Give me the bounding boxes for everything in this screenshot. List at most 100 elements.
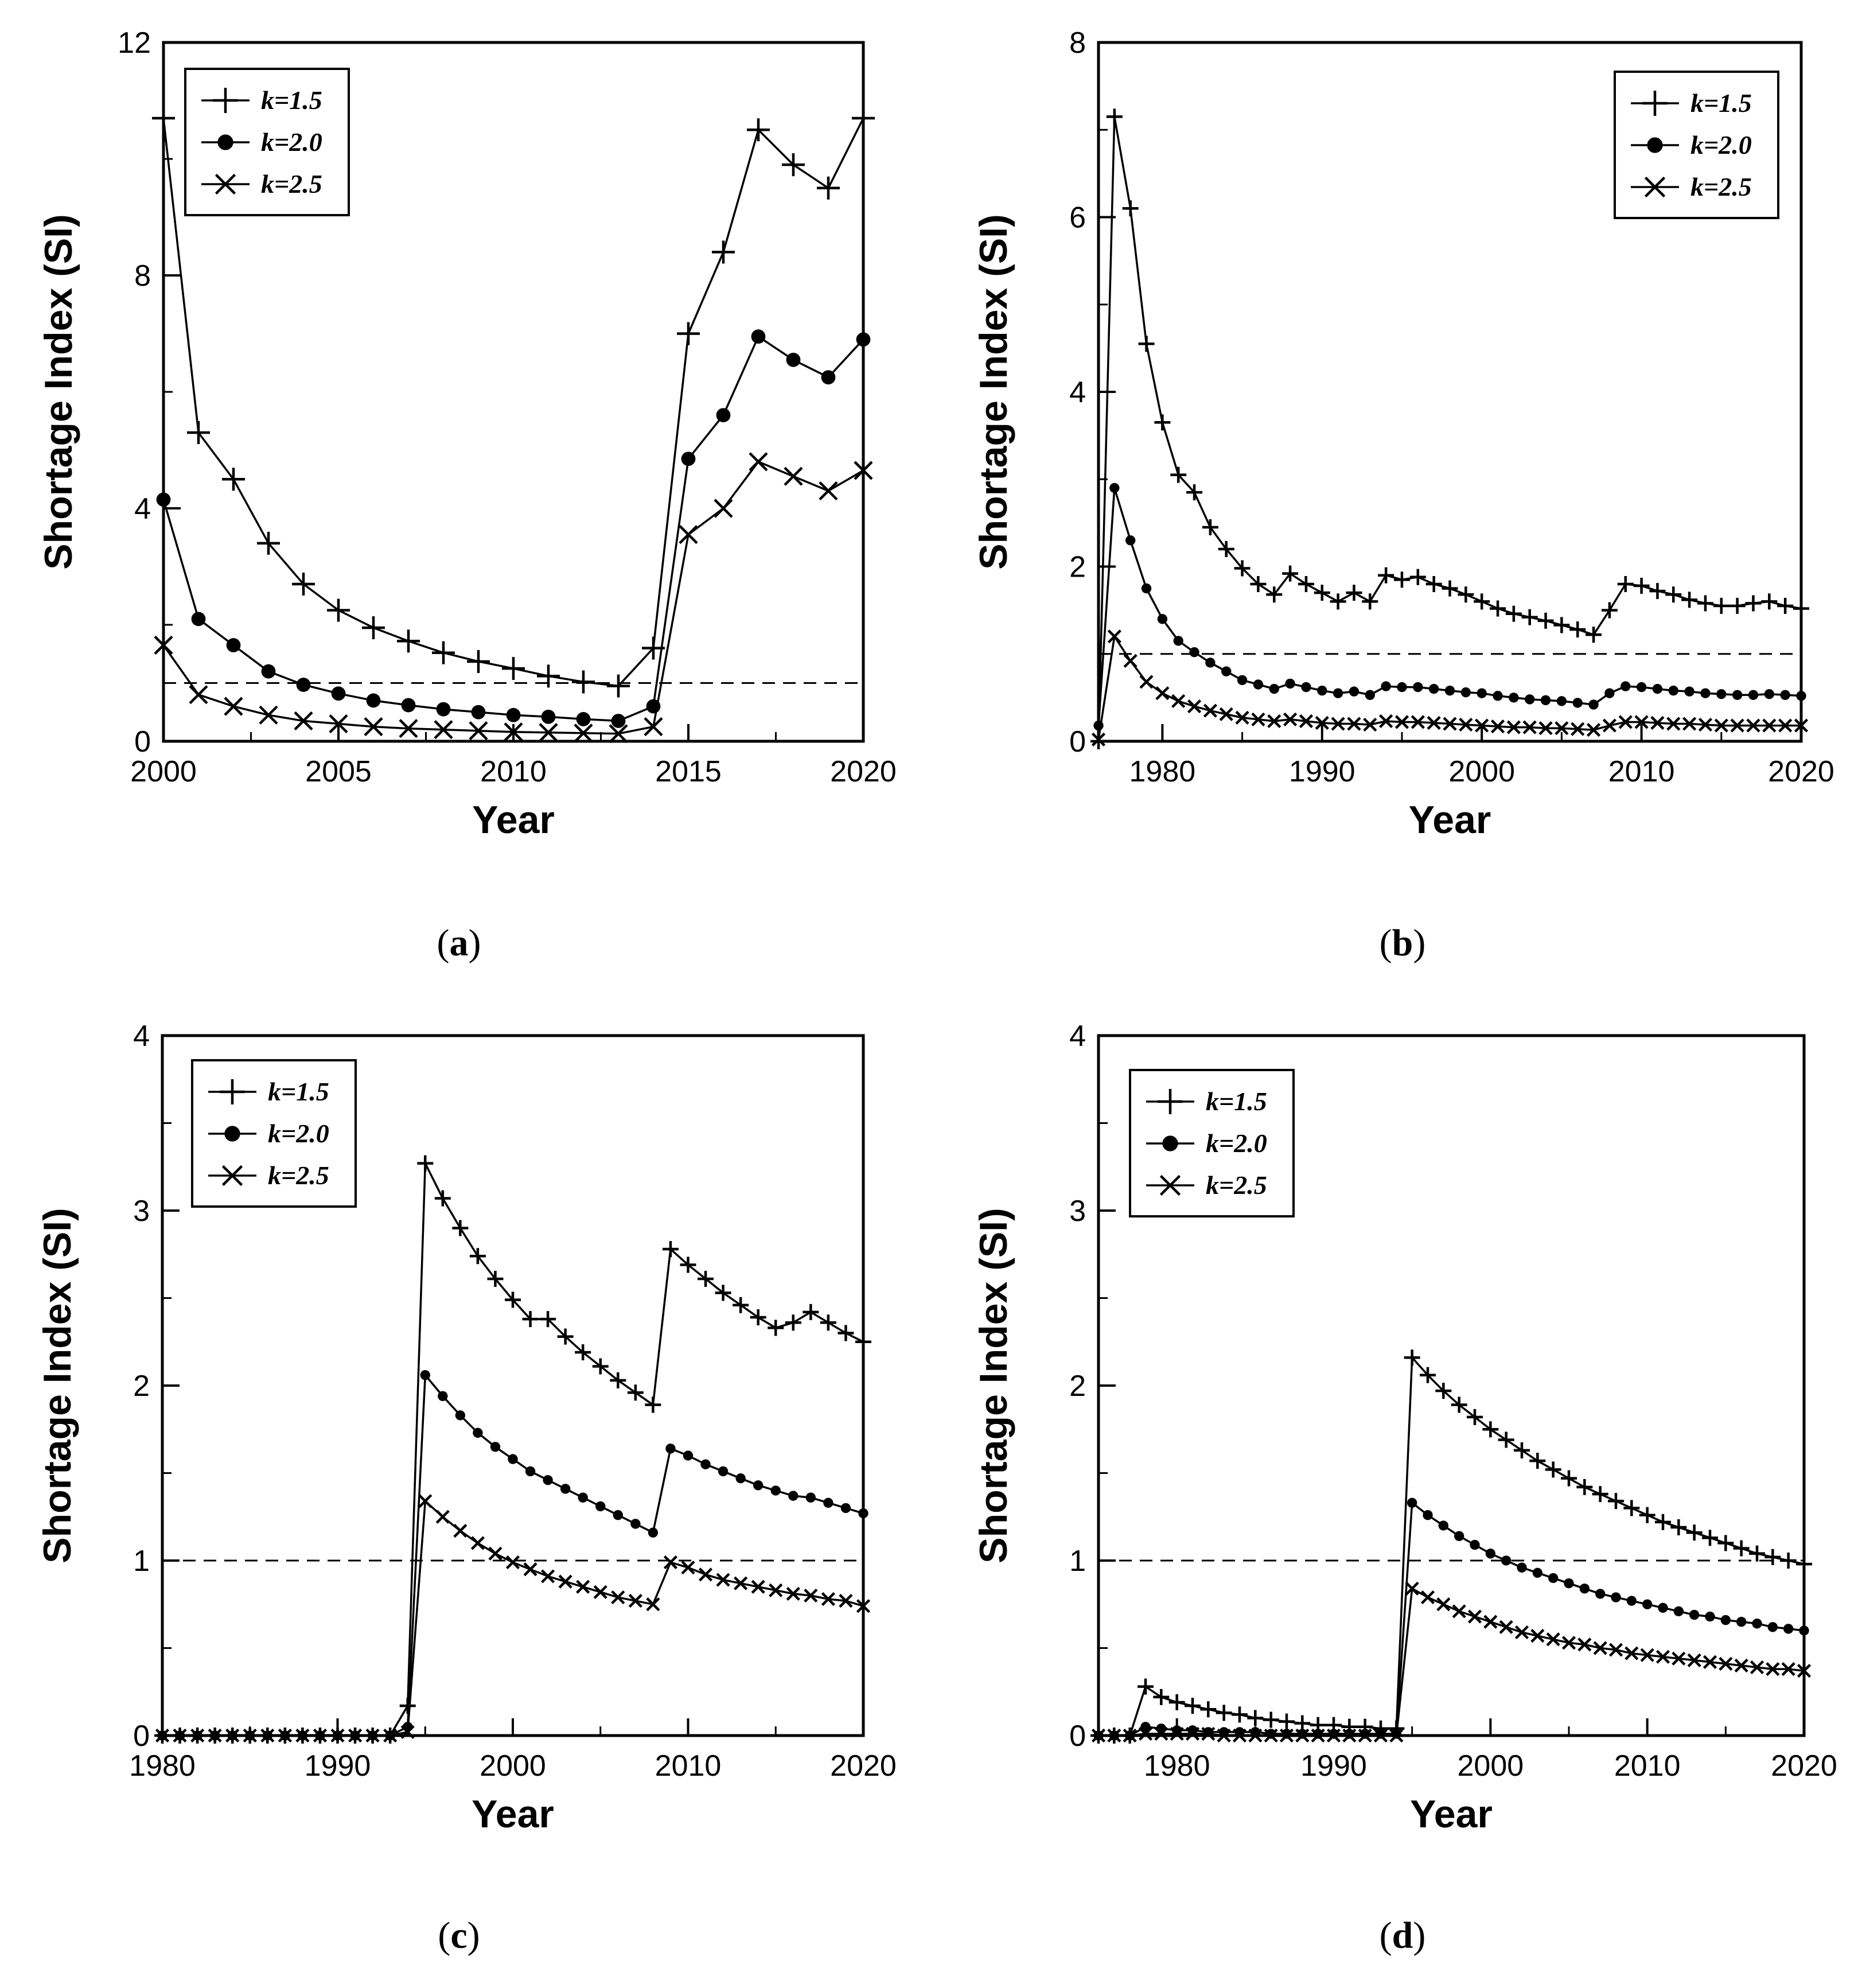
data-point bbox=[1796, 691, 1806, 701]
data-point bbox=[574, 723, 593, 743]
data-point bbox=[189, 685, 208, 705]
data-point bbox=[1553, 617, 1570, 633]
data-point bbox=[330, 1728, 345, 1743]
data-point bbox=[557, 1328, 574, 1345]
data-point bbox=[1330, 593, 1346, 610]
data-point bbox=[1595, 1589, 1606, 1599]
data-point bbox=[1762, 718, 1777, 733]
data-point bbox=[593, 1585, 607, 1599]
data-point bbox=[397, 629, 420, 653]
legend-label: k=1.5 bbox=[1206, 1087, 1267, 1116]
data-point bbox=[662, 1241, 679, 1258]
data-point bbox=[733, 1297, 749, 1313]
data-point bbox=[1640, 1648, 1654, 1662]
data-point bbox=[768, 1320, 784, 1336]
data-point bbox=[786, 352, 801, 367]
y-axis-title: Shortage Index (SI) bbox=[972, 1208, 1015, 1563]
data-point bbox=[1697, 595, 1713, 612]
y-axis-title: Shortage Index (SI) bbox=[36, 1208, 79, 1563]
legend-label: k=2.0 bbox=[1206, 1129, 1267, 1158]
y-tick-label: 1 bbox=[1069, 1545, 1086, 1578]
data-point bbox=[1168, 1694, 1185, 1711]
data-point bbox=[1571, 722, 1585, 736]
data-point bbox=[1187, 699, 1202, 714]
data-point bbox=[1435, 1383, 1452, 1399]
data-point bbox=[222, 468, 245, 491]
data-point bbox=[1428, 683, 1439, 694]
data-point bbox=[683, 1450, 694, 1461]
data-point bbox=[1232, 1728, 1247, 1743]
data-point bbox=[156, 492, 171, 507]
data-point bbox=[1138, 336, 1155, 352]
data-point bbox=[1326, 1728, 1341, 1743]
x-tick-label: 1980 bbox=[129, 1749, 196, 1783]
legend: k=1.5 k=2.0 k=2.5 bbox=[1129, 1069, 1295, 1217]
data-point bbox=[541, 1569, 555, 1584]
data-point bbox=[821, 1592, 835, 1606]
data-point bbox=[1420, 1590, 1435, 1605]
data-point bbox=[700, 1459, 711, 1469]
y-tick-label: 3 bbox=[133, 1195, 150, 1228]
data-point bbox=[749, 452, 768, 472]
data-point bbox=[173, 1728, 187, 1743]
data-point bbox=[471, 705, 486, 719]
data-point bbox=[1189, 647, 1199, 658]
legend-marker bbox=[221, 1165, 243, 1186]
data-point bbox=[1514, 1625, 1529, 1640]
chart-panel-1: 2000 2005 2010 2015 2020 0 4 8 12 Year Shortage In… bbox=[37, 26, 897, 964]
data-point bbox=[627, 1384, 644, 1401]
data-point bbox=[716, 408, 731, 422]
data-point bbox=[1221, 666, 1232, 676]
data-point bbox=[1703, 1655, 1717, 1669]
data-point bbox=[1315, 715, 1329, 730]
data-point bbox=[1777, 598, 1794, 614]
data-point bbox=[1717, 1535, 1734, 1551]
data-point bbox=[1713, 598, 1729, 614]
y-tick-label: 3 bbox=[1069, 1195, 1086, 1228]
series-line bbox=[162, 1499, 864, 1737]
data-point bbox=[329, 714, 348, 734]
data-point bbox=[1714, 718, 1728, 733]
data-point bbox=[1490, 600, 1506, 617]
data-point bbox=[1592, 1486, 1608, 1503]
data-point bbox=[400, 1725, 415, 1739]
data-point bbox=[1665, 586, 1682, 603]
x-tick-label: 2000 bbox=[1448, 755, 1515, 788]
data-point bbox=[1407, 1497, 1417, 1508]
data-point bbox=[1720, 1615, 1731, 1625]
series-k=2.0 bbox=[1093, 483, 1806, 731]
chart-panel-4: 1980 1990 2000 2010 2020 0 1 2 3 4 Year Shortage In… bbox=[972, 1020, 1837, 1956]
data-point bbox=[1499, 1620, 1513, 1634]
x-tick-label: 2010 bbox=[480, 755, 547, 788]
data-point bbox=[1365, 690, 1375, 700]
y-tick-label: 4 bbox=[134, 492, 151, 526]
data-point bbox=[1420, 1367, 1436, 1383]
data-point bbox=[1358, 1728, 1372, 1743]
data-point bbox=[1475, 718, 1489, 733]
data-point bbox=[785, 1314, 801, 1331]
series-line bbox=[162, 1372, 864, 1737]
data-point bbox=[1452, 1604, 1466, 1619]
data-point bbox=[1311, 1728, 1325, 1743]
data-point bbox=[1251, 712, 1265, 727]
data-point bbox=[1532, 1567, 1543, 1578]
data-point bbox=[1266, 586, 1283, 603]
data-point bbox=[820, 1314, 836, 1331]
data-point bbox=[1586, 627, 1602, 643]
data-point bbox=[469, 1248, 486, 1265]
data-point bbox=[1505, 605, 1522, 622]
legend-marker bbox=[1647, 137, 1663, 153]
data-point bbox=[1298, 575, 1314, 592]
data-point bbox=[1761, 593, 1778, 610]
data-point bbox=[1764, 689, 1774, 699]
x-tick-label: 2000 bbox=[480, 1749, 546, 1783]
data-point bbox=[362, 616, 385, 640]
data-point bbox=[1397, 682, 1407, 693]
data-point bbox=[1185, 1698, 1201, 1714]
data-point bbox=[1572, 698, 1583, 708]
data-point bbox=[1684, 686, 1695, 697]
data-point bbox=[1237, 675, 1248, 686]
data-point bbox=[681, 452, 696, 466]
data-point bbox=[1529, 1453, 1546, 1469]
data-point bbox=[292, 572, 315, 596]
